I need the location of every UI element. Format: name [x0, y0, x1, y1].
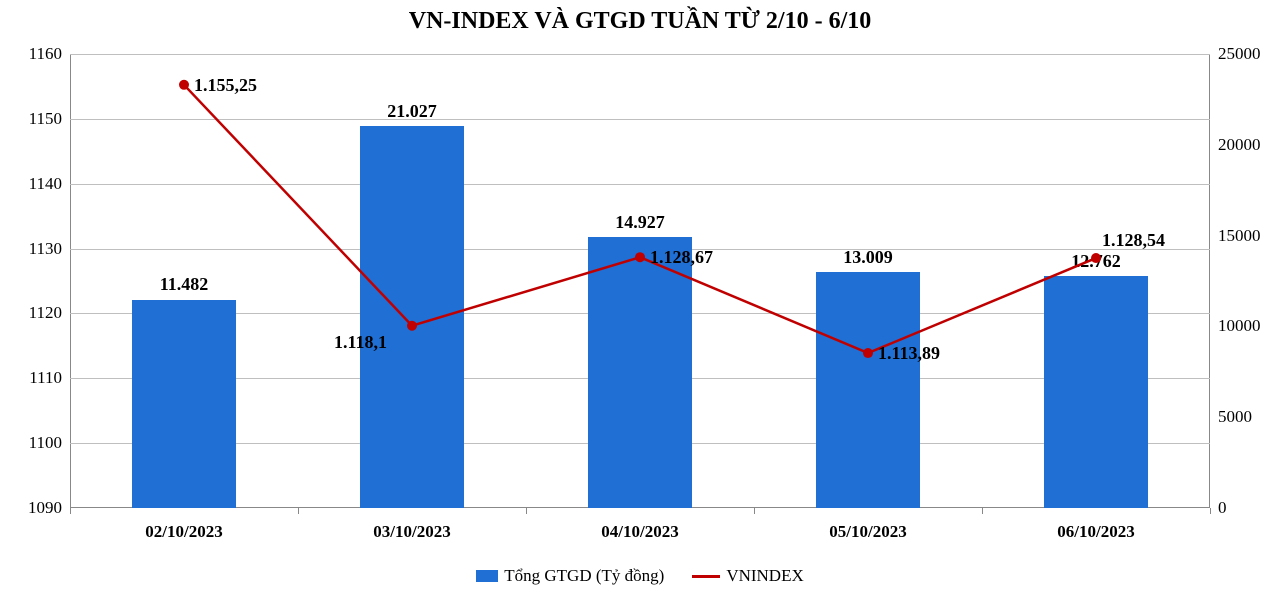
legend-bar-swatch: [476, 570, 498, 582]
legend-line-label: VNINDEX: [726, 566, 803, 586]
gridline: [70, 184, 1210, 185]
x-tick-mark: [754, 508, 755, 514]
legend-line-swatch: [692, 575, 720, 578]
chart-title: VN-INDEX VÀ GTGD TUẦN TỪ 2/10 - 6/10: [0, 8, 1280, 35]
x-tick-mark: [298, 508, 299, 514]
bar: [816, 272, 921, 508]
y-right-tick: 0: [1210, 498, 1278, 518]
x-category-label: 06/10/2023: [1057, 508, 1134, 542]
x-category-label: 05/10/2023: [829, 508, 906, 542]
y-left-tick: 1140: [2, 174, 70, 194]
bar: [1044, 276, 1149, 508]
y-right-tick: 20000: [1210, 135, 1278, 155]
legend-item-line: VNINDEX: [692, 566, 803, 586]
bar-value-label: 14.927: [615, 212, 665, 237]
legend-item-bars: Tổng GTGD (Tỷ đồng): [476, 566, 664, 586]
x-category-label: 03/10/2023: [373, 508, 450, 542]
y-left-tick: 1150: [2, 109, 70, 129]
y-right-tick: 25000: [1210, 44, 1278, 64]
y-right-tick: 15000: [1210, 226, 1278, 246]
x-tick-mark: [982, 508, 983, 514]
bar-value-label: 21.027: [387, 101, 437, 126]
chart-container: VN-INDEX VÀ GTGD TUẦN TỪ 2/10 - 6/10 109…: [0, 0, 1280, 598]
line-value-label: 1.155,25: [194, 75, 257, 96]
y-left-tick: 1120: [2, 303, 70, 323]
y-left-tick: 1130: [2, 239, 70, 259]
x-tick-mark: [1210, 508, 1211, 514]
plot-area: 1090110011101120113011401150116005000100…: [70, 54, 1210, 508]
x-tick-mark: [526, 508, 527, 514]
x-category-label: 04/10/2023: [601, 508, 678, 542]
y-left-tick: 1090: [2, 498, 70, 518]
line-value-label: 1.128,54: [1102, 230, 1165, 251]
line-value-label: 1.128,67: [650, 247, 713, 268]
legend: Tổng GTGD (Tỷ đồng) VNINDEX: [0, 566, 1280, 586]
bar: [588, 237, 693, 508]
y-left-tick: 1160: [2, 44, 70, 64]
x-tick-mark: [70, 508, 71, 514]
legend-bar-label: Tổng GTGD (Tỷ đồng): [504, 566, 664, 586]
line-value-label: 1.113,89: [878, 343, 940, 364]
bar-value-label: 11.482: [160, 274, 209, 299]
y-left-tick: 1100: [2, 433, 70, 453]
y-right-tick: 10000: [1210, 316, 1278, 336]
bar: [132, 300, 237, 509]
gridline: [70, 54, 1210, 55]
gridline: [70, 119, 1210, 120]
line-value-label: 1.118,1: [334, 332, 387, 353]
bar-value-label: 13.009: [843, 247, 893, 272]
bar: [360, 126, 465, 508]
x-category-label: 02/10/2023: [145, 508, 222, 542]
y-left-tick: 1110: [2, 368, 70, 388]
bar-value-label: 12.762: [1071, 251, 1121, 276]
y-right-tick: 5000: [1210, 407, 1278, 427]
